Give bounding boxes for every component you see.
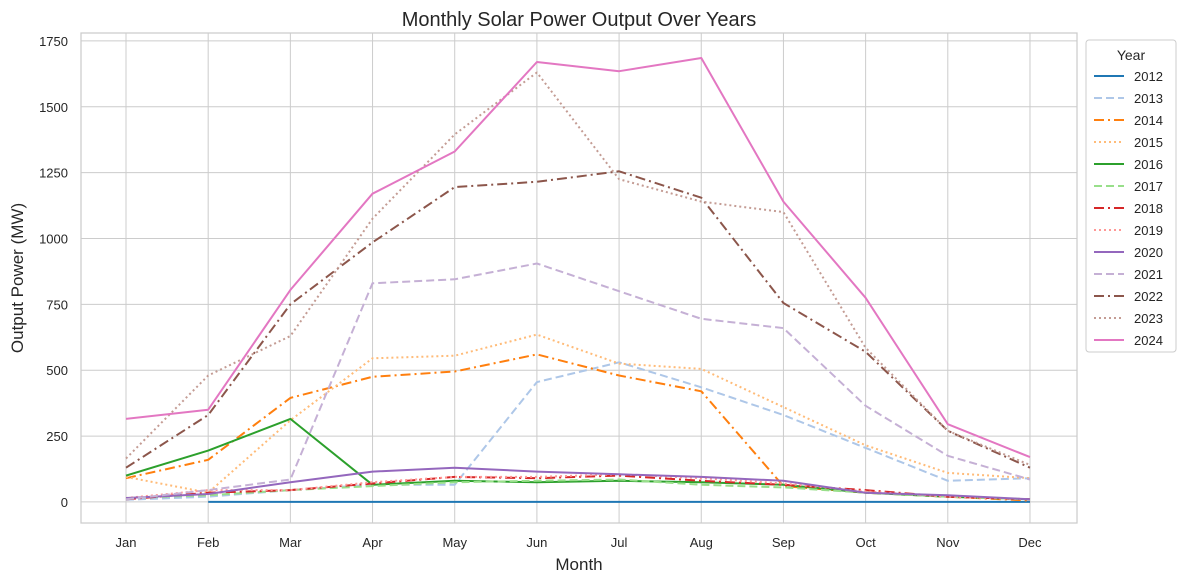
legend: Year 2012 2013 2014 2015 2016 2017 2018 2019 202…: [1086, 40, 1176, 352]
legend-title: Year: [1117, 47, 1146, 63]
x-tick-label: Aug: [690, 535, 713, 550]
y-tick-label: 1250: [39, 166, 68, 181]
x-tick-label: Jul: [611, 535, 628, 550]
legend-label-2021: 2021: [1134, 267, 1163, 282]
x-tick-label: Jun: [526, 535, 547, 550]
x-tick-label: Sep: [772, 535, 795, 550]
legend-label-2020: 2020: [1134, 245, 1163, 260]
legend-label-2019: 2019: [1134, 223, 1163, 238]
x-tick-label: Feb: [197, 535, 219, 550]
legend-label-2016: 2016: [1134, 157, 1163, 172]
legend-box: [1086, 40, 1176, 352]
y-tick-label: 750: [46, 297, 68, 312]
y-tick-label: 0: [61, 495, 68, 510]
legend-label-2018: 2018: [1134, 201, 1163, 216]
legend-label-2022: 2022: [1134, 289, 1163, 304]
x-tick-label: Jan: [116, 535, 137, 550]
x-tick-label: Apr: [362, 535, 383, 550]
x-tick-label: May: [442, 535, 467, 550]
x-tick-label: Nov: [936, 535, 960, 550]
legend-label-2017: 2017: [1134, 179, 1163, 194]
x-axis-title: Month: [555, 555, 602, 574]
legend-label-2024: 2024: [1134, 333, 1163, 348]
y-tick-label: 250: [46, 429, 68, 444]
y-tick-label: 1750: [39, 34, 68, 49]
x-tick-label: Oct: [856, 535, 877, 550]
chart-title: Monthly Solar Power Output Over Years: [402, 9, 757, 31]
legend-label-2013: 2013: [1134, 91, 1163, 106]
y-tick-label: 1000: [39, 231, 68, 246]
x-tick-label: Mar: [279, 535, 302, 550]
x-tick-label: Dec: [1018, 535, 1042, 550]
y-axis-title: Output Power (MW): [8, 203, 27, 353]
legend-label-2023: 2023: [1134, 311, 1163, 326]
y-tick-label: 1500: [39, 100, 68, 115]
legend-label-2015: 2015: [1134, 135, 1163, 150]
y-tick-label: 500: [46, 363, 68, 378]
legend-label-2014: 2014: [1134, 113, 1163, 128]
legend-label-2012: 2012: [1134, 69, 1163, 84]
